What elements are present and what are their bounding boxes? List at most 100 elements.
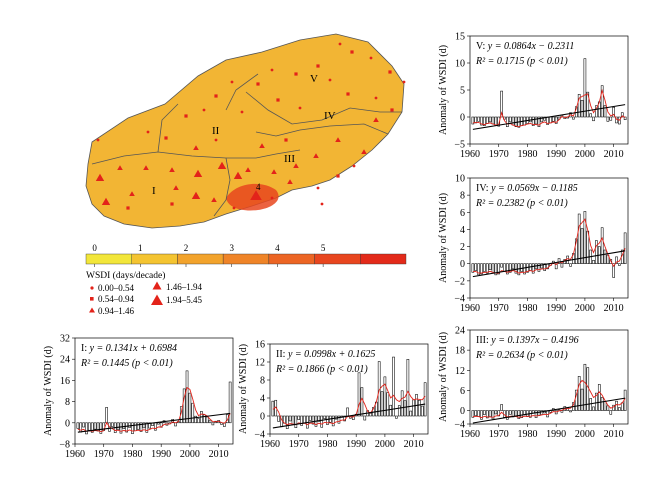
station-marker bbox=[245, 167, 251, 172]
bar bbox=[543, 263, 547, 271]
bar bbox=[418, 399, 421, 417]
bar bbox=[145, 422, 149, 433]
chart-V: 1960 1970 1980 1990 2000 2010 −5 0 5 10 15 Anomaly … bbox=[438, 32, 629, 160]
station-marker bbox=[211, 197, 217, 202]
bar bbox=[483, 263, 486, 272]
bar bbox=[609, 116, 613, 121]
bar bbox=[154, 422, 157, 431]
bar bbox=[351, 415, 355, 420]
bar bbox=[288, 415, 292, 422]
station-marker bbox=[316, 64, 320, 68]
bar bbox=[191, 402, 195, 424]
bar bbox=[618, 407, 621, 411]
bar bbox=[595, 392, 598, 411]
bar bbox=[577, 94, 581, 118]
smoothed-series-line bbox=[472, 218, 626, 274]
bar bbox=[491, 410, 495, 420]
trend-equation: I: y = 0.1341x + 0.6984 bbox=[81, 343, 177, 354]
bar bbox=[471, 263, 475, 273]
x-tick-label: 2000 bbox=[575, 303, 595, 314]
bar bbox=[600, 227, 604, 264]
station-marker bbox=[230, 80, 234, 84]
bar bbox=[485, 263, 489, 274]
plot-frame bbox=[469, 177, 629, 299]
station-marker bbox=[143, 165, 149, 170]
bar bbox=[397, 405, 401, 417]
y-axis-label: Anomaly of WSDI (d) bbox=[438, 332, 449, 422]
station-marker bbox=[217, 161, 227, 169]
station-marker bbox=[191, 191, 201, 199]
trend-equation: IV: y = 0.0569x − 0.1185 bbox=[476, 183, 578, 194]
legend-label: 0.00–0.54 bbox=[98, 283, 135, 293]
bar bbox=[174, 422, 177, 427]
bar bbox=[606, 405, 610, 411]
bar bbox=[380, 391, 384, 417]
bar bbox=[383, 376, 387, 417]
bar bbox=[477, 116, 480, 122]
bar bbox=[389, 404, 392, 417]
smoothed-series-line bbox=[272, 383, 426, 426]
bar bbox=[363, 415, 367, 421]
bar bbox=[618, 263, 621, 266]
bar bbox=[480, 116, 483, 126]
bar bbox=[208, 419, 212, 424]
y-tick-label: 18 bbox=[455, 346, 465, 357]
x-tick-label: 2000 bbox=[180, 449, 200, 460]
trend-line bbox=[77, 412, 231, 433]
bar bbox=[297, 415, 301, 420]
r-squared-label: R² = 0.1866 (p < 0.01) bbox=[275, 364, 368, 375]
station-marker bbox=[126, 206, 130, 210]
x-tick-label: 1960 bbox=[460, 149, 480, 160]
station-marker bbox=[202, 108, 206, 112]
plot-frame bbox=[74, 337, 234, 445]
bar bbox=[136, 422, 140, 430]
x-tick-label: 2010 bbox=[209, 449, 229, 460]
x-tick-label: 2010 bbox=[404, 439, 424, 450]
station-marker bbox=[276, 98, 280, 102]
bar bbox=[156, 422, 160, 425]
y-tick-label: 8 bbox=[260, 376, 265, 387]
legend-item: 1.46–1.94 bbox=[152, 281, 203, 292]
chart-III: 1960 1970 1980 1990 2000 2010 −4 0 6 12 18 24 Anomal… bbox=[438, 326, 629, 440]
x-tick-label: 1970 bbox=[94, 449, 114, 460]
bar bbox=[85, 422, 88, 435]
x-tick-label: 1960 bbox=[460, 303, 480, 314]
bar bbox=[337, 415, 341, 424]
bar bbox=[551, 116, 555, 122]
bar bbox=[494, 263, 498, 276]
trend-equation: II: y = 0.0998x + 0.1625 bbox=[276, 349, 375, 360]
plot-frame bbox=[469, 35, 629, 145]
legend-label: 0.94–1.46 bbox=[98, 306, 135, 316]
bar bbox=[603, 249, 607, 264]
station-marker bbox=[233, 171, 243, 179]
legend-small-triangle bbox=[89, 307, 95, 313]
bar bbox=[79, 422, 83, 433]
station-marker bbox=[232, 206, 236, 210]
bar bbox=[197, 418, 200, 424]
bar bbox=[480, 263, 483, 275]
bar bbox=[620, 402, 624, 411]
y-tick-label: −4 bbox=[254, 430, 265, 441]
bar bbox=[474, 263, 478, 271]
bar bbox=[477, 263, 480, 276]
station-marker bbox=[293, 163, 299, 168]
bar bbox=[369, 413, 372, 417]
bar bbox=[311, 415, 315, 425]
bar bbox=[606, 116, 610, 122]
y-tick-label: 24 bbox=[455, 326, 465, 337]
station-marker bbox=[146, 130, 150, 134]
chart-panels: 1960 1970 1980 1990 2000 2010−5051015Anomaly … bbox=[43, 32, 629, 460]
bar bbox=[500, 90, 503, 118]
chart-II: 1960 1970 1980 1990 2000 2010 −4 0 4 8 12 16 Anomaly… bbox=[238, 340, 429, 450]
bar bbox=[600, 397, 604, 411]
bar bbox=[491, 263, 495, 273]
station-marker bbox=[284, 138, 288, 142]
y-tick-label: −4 bbox=[454, 420, 465, 431]
chart-IV: 1960 1970 1980 1990 2000 2010 −4 −2 0 2 4 6 8 10 Anoma… bbox=[438, 174, 629, 314]
x-tick-label: 1980 bbox=[122, 449, 142, 460]
bar bbox=[520, 263, 524, 272]
bar bbox=[540, 263, 544, 269]
bar bbox=[285, 415, 289, 429]
bar bbox=[99, 422, 103, 434]
